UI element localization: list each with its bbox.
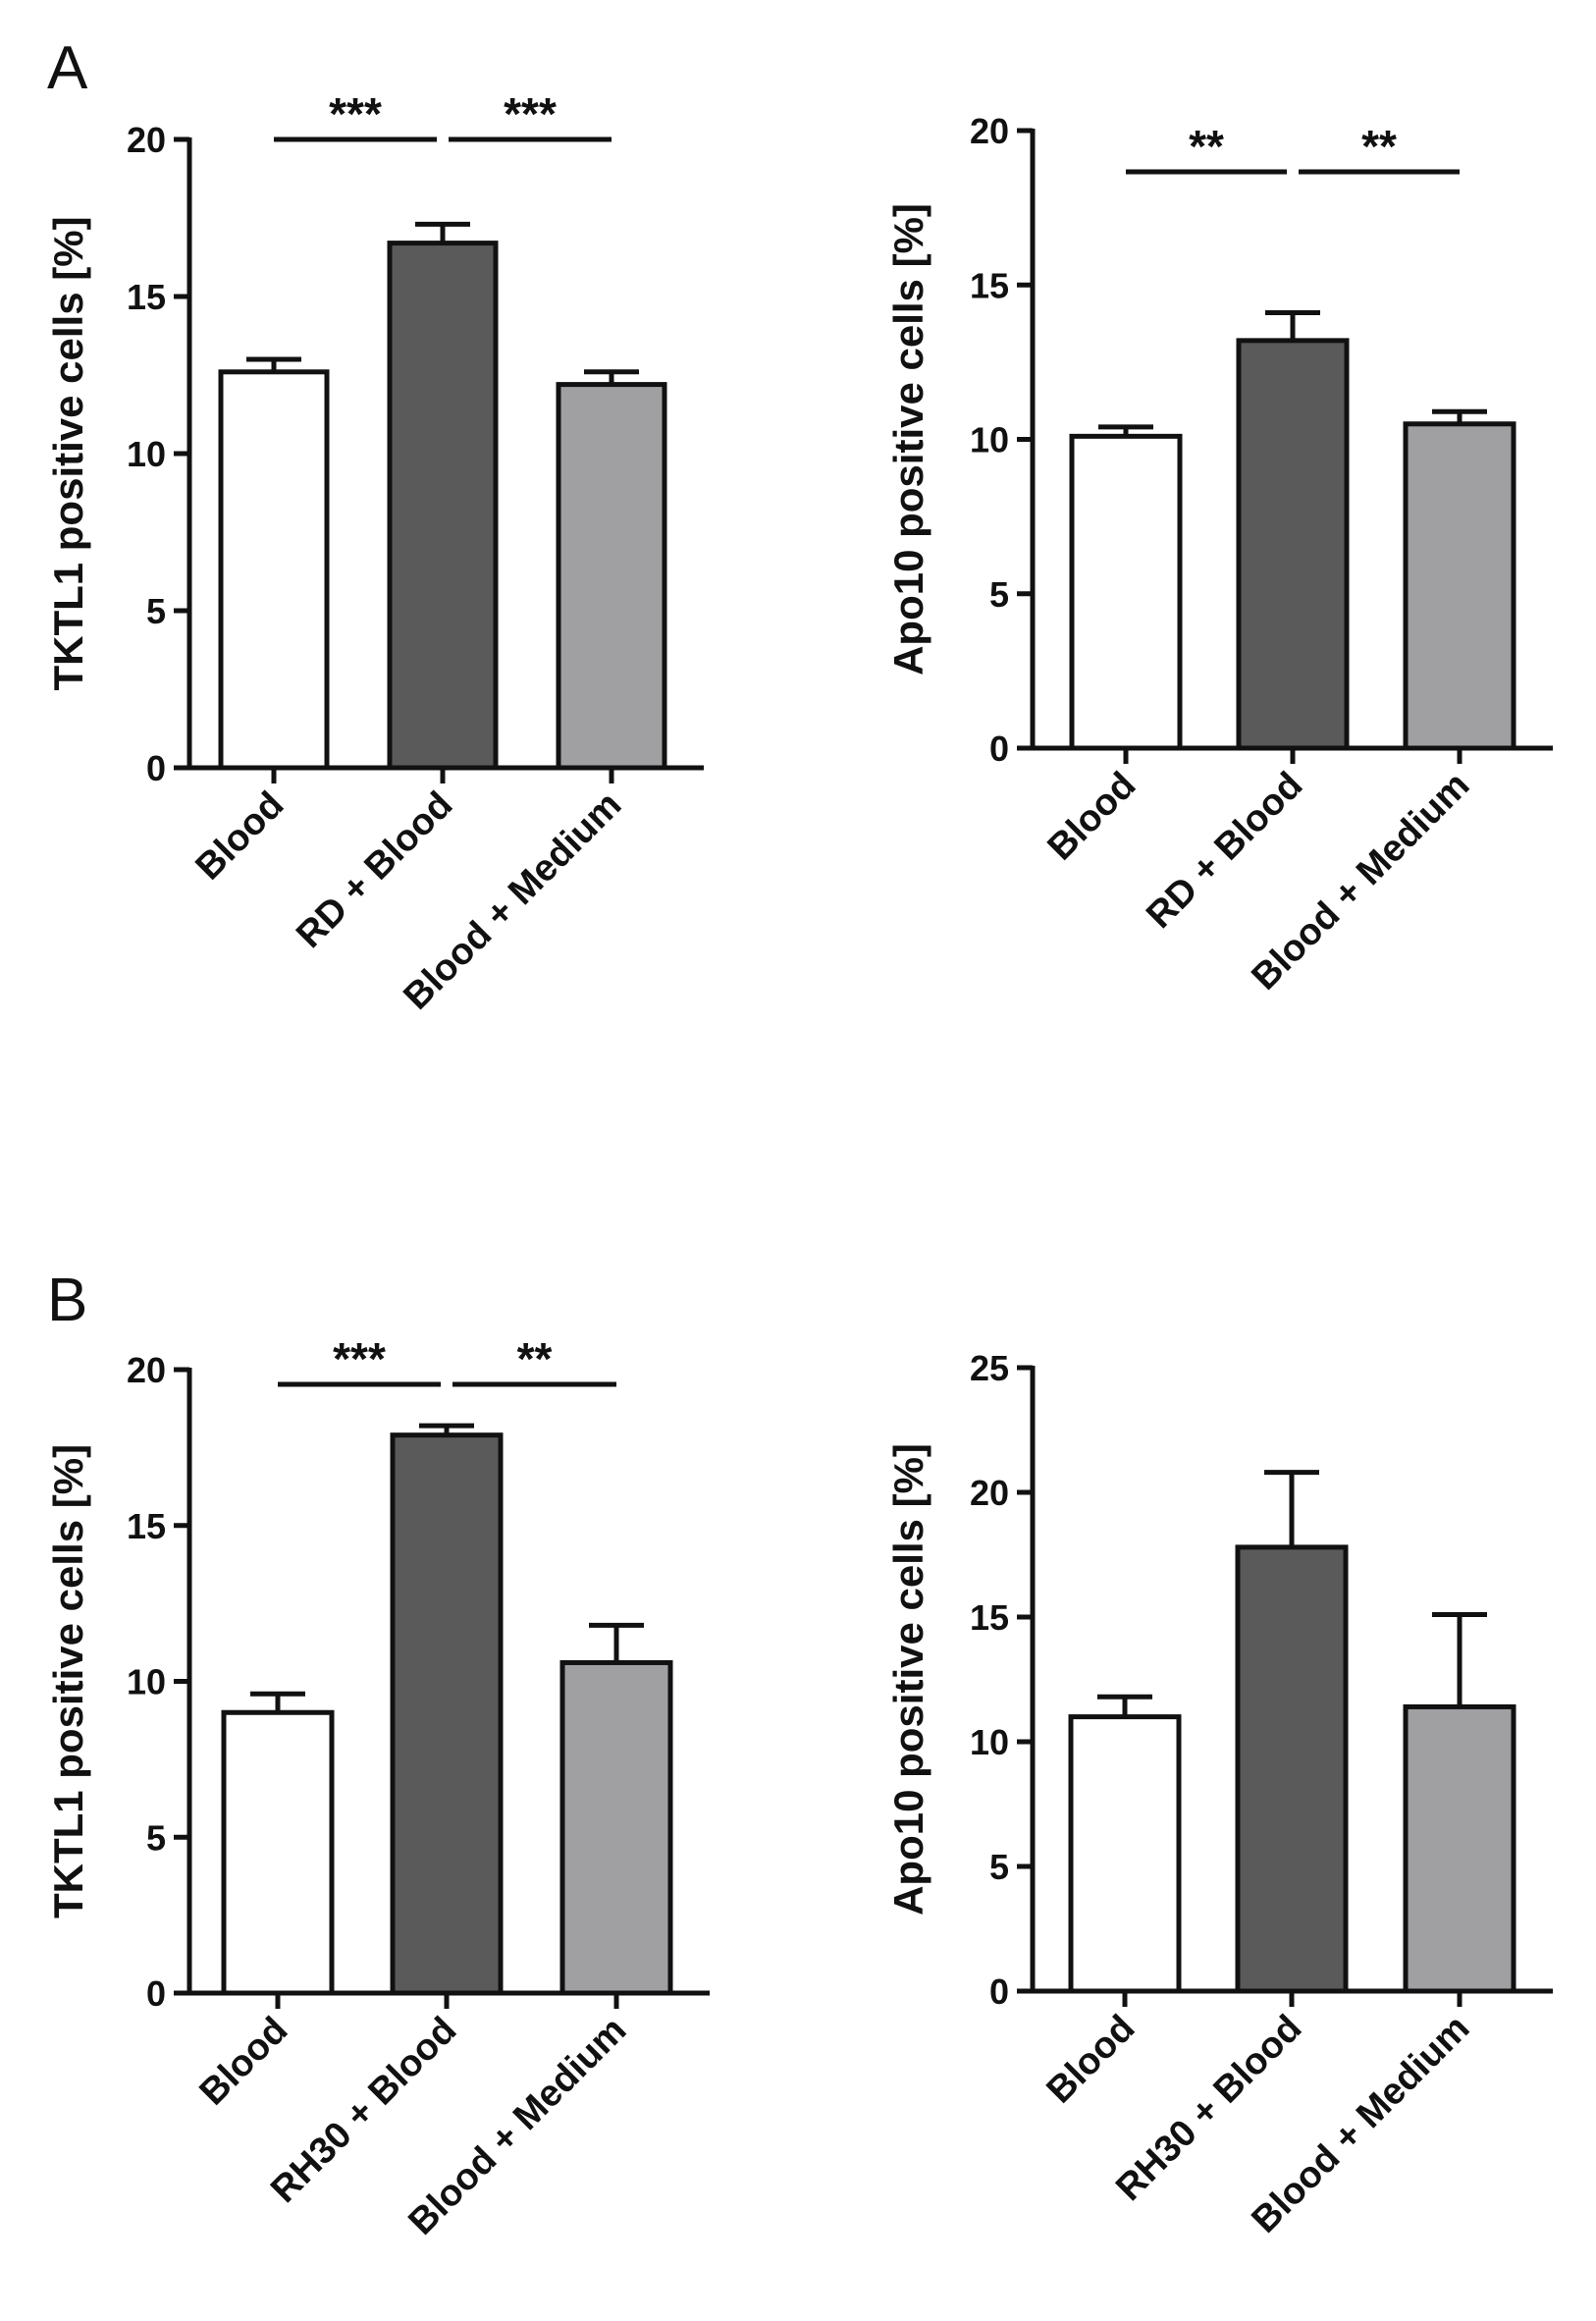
bar-1 bbox=[1236, 338, 1350, 751]
significance-label: ** bbox=[1361, 121, 1397, 172]
y-tick-label: 20 bbox=[970, 1473, 1009, 1513]
bar-0 bbox=[1069, 433, 1183, 751]
y-tick-label: 0 bbox=[146, 748, 166, 788]
y-axis-label: Apo10 positive cells [%] bbox=[885, 203, 931, 675]
bar-2 bbox=[1403, 1703, 1516, 1994]
y-tick-label: 15 bbox=[127, 277, 166, 317]
y-tick-label: 15 bbox=[970, 265, 1009, 305]
y-tick-label: 20 bbox=[970, 111, 1009, 151]
y-tick-label: 5 bbox=[989, 574, 1009, 615]
y-tick-label: 15 bbox=[970, 1597, 1009, 1638]
y-tick-label: 5 bbox=[146, 591, 166, 631]
y-axis-label: TKTL1 positive cells [%] bbox=[45, 1444, 91, 1918]
y-tick-label: 5 bbox=[989, 1847, 1009, 1887]
bar-0 bbox=[1068, 1714, 1182, 1994]
bar-2 bbox=[559, 1659, 673, 1996]
y-tick-label: 0 bbox=[989, 1971, 1009, 2012]
chart-1: 0 5 10 15 20 Apo10 positive cells [%] BloodRD … bbox=[885, 111, 1553, 999]
y-tick-label: 5 bbox=[146, 1817, 166, 1858]
y-tick-label: 20 bbox=[127, 1350, 166, 1390]
y-tick-label: 10 bbox=[970, 1722, 1009, 1762]
significance-label: ** bbox=[517, 1333, 553, 1384]
bar-1 bbox=[390, 1432, 504, 1996]
panel-label-a: A bbox=[47, 34, 88, 102]
bar-2 bbox=[1403, 421, 1516, 751]
category-label: Blood bbox=[1039, 2008, 1144, 2112]
significance-label: *** bbox=[329, 88, 382, 139]
bar-1 bbox=[1235, 1544, 1349, 1994]
y-axis-label: TKTL1 positive cells [%] bbox=[45, 216, 91, 690]
panel-label-b: B bbox=[47, 1267, 87, 1334]
bar-0 bbox=[221, 1709, 335, 1996]
chart-0: 0 5 10 15 20 TKTL1 positive cells [%] BloodRD … bbox=[45, 88, 704, 1018]
significance-label: *** bbox=[504, 88, 557, 139]
y-tick-label: 10 bbox=[970, 420, 1009, 460]
category-label: RD + Blood bbox=[1139, 765, 1310, 937]
bar-1 bbox=[387, 241, 499, 771]
category-label: Blood bbox=[188, 784, 293, 889]
significance-label: ** bbox=[1189, 121, 1224, 172]
y-tick-label: 25 bbox=[970, 1348, 1009, 1388]
category-label: Blood bbox=[1040, 765, 1144, 869]
y-tick-label: 0 bbox=[989, 729, 1009, 769]
significance-label: *** bbox=[333, 1333, 386, 1384]
bar-0 bbox=[218, 369, 330, 771]
y-tick-label: 10 bbox=[127, 434, 166, 474]
y-tick-label: 0 bbox=[146, 1973, 166, 2014]
category-label: RD + Blood bbox=[289, 784, 460, 956]
y-axis-label: Apo10 positive cells [%] bbox=[885, 1443, 931, 1916]
y-tick-label: 20 bbox=[127, 120, 166, 160]
bar-2 bbox=[556, 382, 667, 771]
category-label: Blood bbox=[192, 2010, 296, 2114]
y-tick-label: 15 bbox=[127, 1506, 166, 1546]
y-tick-label: 10 bbox=[127, 1662, 166, 1702]
